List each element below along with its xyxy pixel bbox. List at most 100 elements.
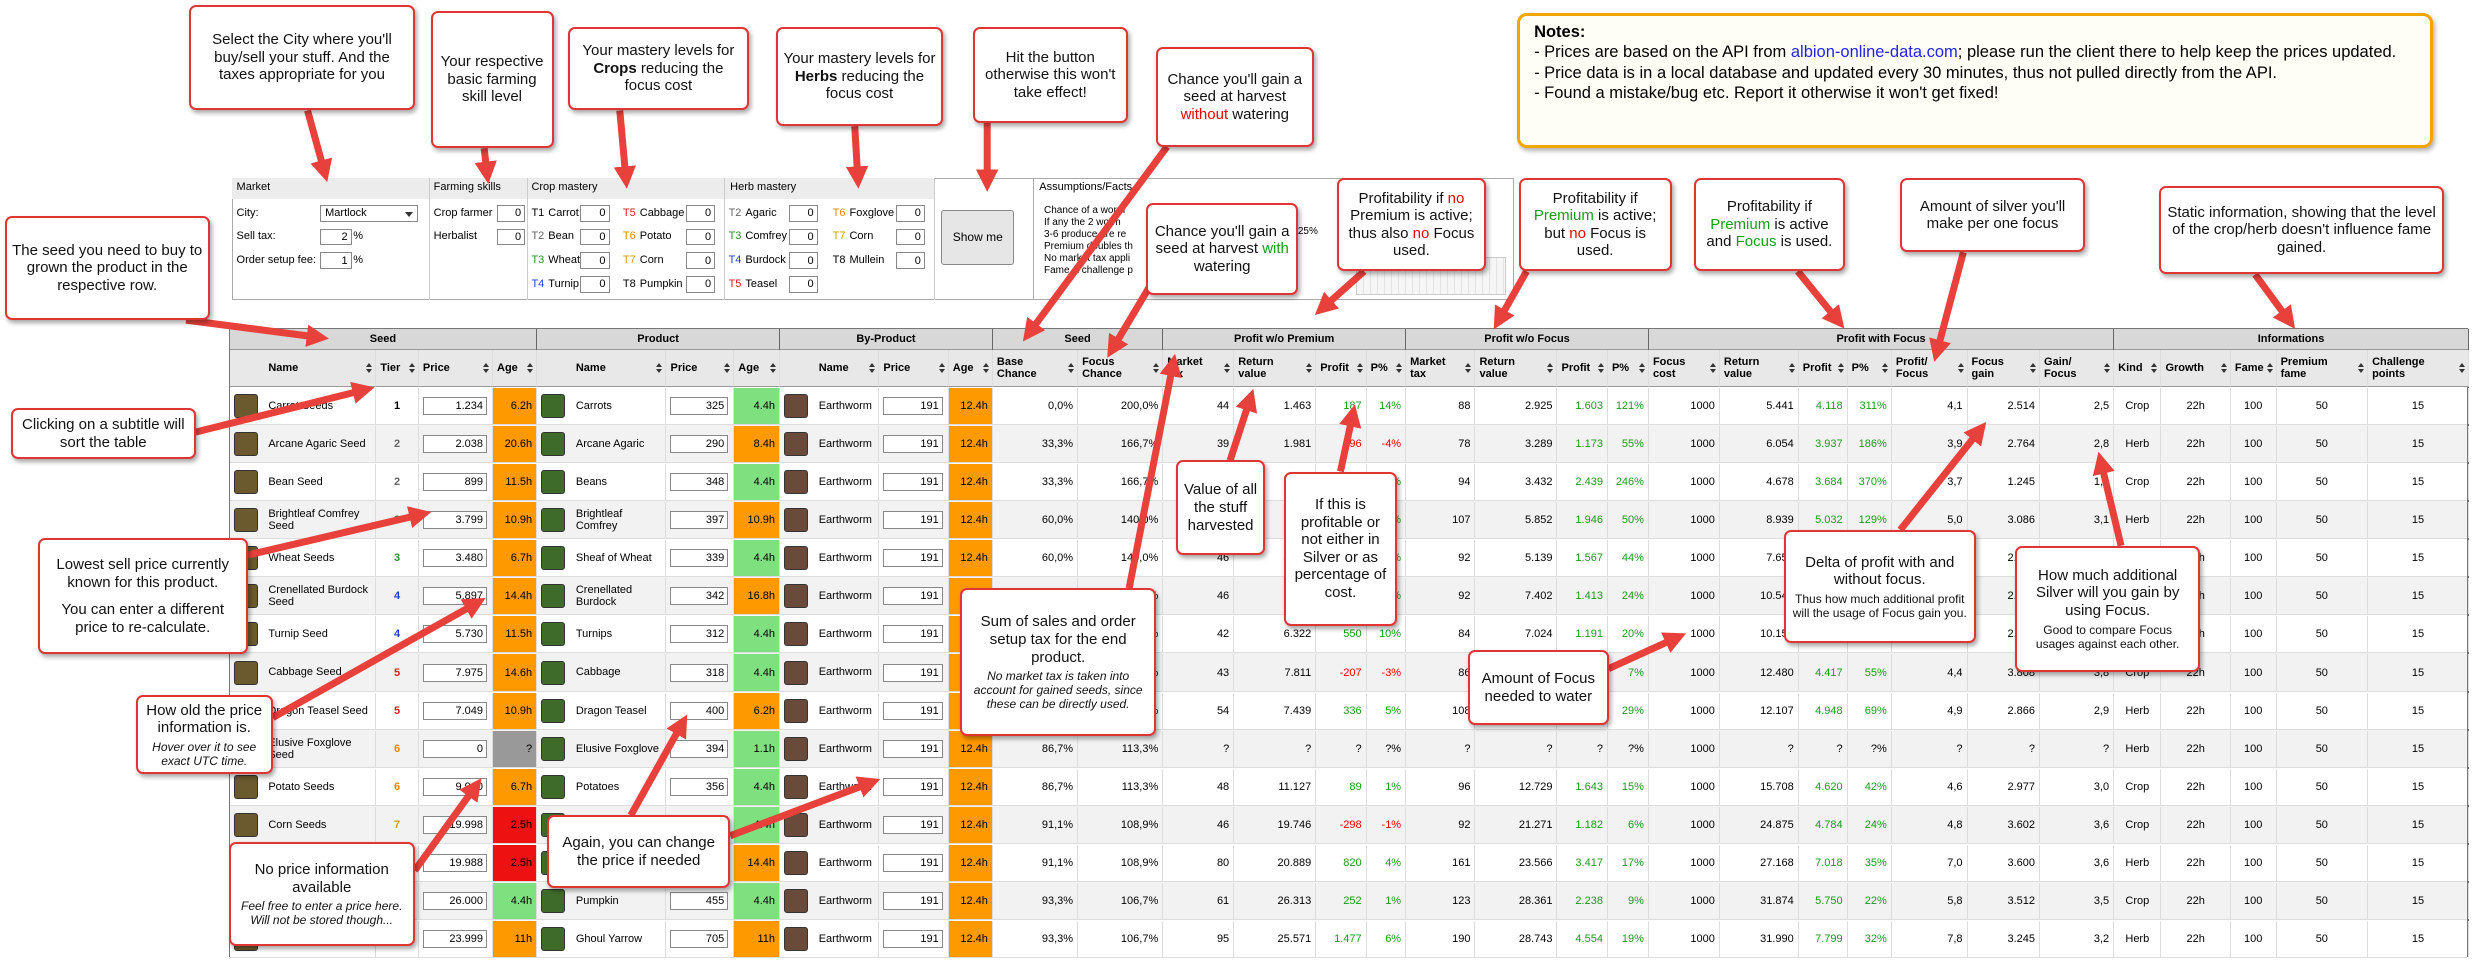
table-cell[interactable]: 394 xyxy=(666,730,735,767)
table-cell[interactable]: 400 xyxy=(666,692,735,729)
price-input[interactable]: 191 xyxy=(883,511,943,530)
table-cell[interactable]: 9.900 xyxy=(419,768,493,805)
column-header[interactable]: Profit xyxy=(1316,350,1367,388)
price-input[interactable]: 455 xyxy=(670,891,729,910)
column-header[interactable]: Age xyxy=(734,350,780,388)
column-header[interactable]: Price xyxy=(879,350,949,388)
number-input[interactable]: 0 xyxy=(895,252,925,269)
table-cell[interactable]: 5.730 xyxy=(419,616,493,653)
price-input[interactable]: 191 xyxy=(883,663,943,682)
table-cell[interactable]: 191 xyxy=(879,426,949,463)
table-cell[interactable]: 19.998 xyxy=(419,806,493,843)
price-input[interactable]: 19.988 xyxy=(422,853,487,872)
price-input[interactable]: 290 xyxy=(670,435,729,454)
number-input[interactable]: 0 xyxy=(580,252,610,269)
column-header[interactable]: P% xyxy=(1607,350,1649,388)
price-input[interactable]: 312 xyxy=(670,625,729,644)
price-input[interactable]: 899 xyxy=(422,473,487,492)
table-cell[interactable]: 397 xyxy=(666,502,735,539)
table-cell[interactable]: 191 xyxy=(879,806,949,843)
table-cell[interactable]: 7.049 xyxy=(419,692,493,729)
price-input[interactable]: 348 xyxy=(670,473,729,492)
number-input[interactable]: 0 xyxy=(895,205,925,222)
column-header[interactable]: Profit xyxy=(1798,350,1848,388)
price-input[interactable]: 191 xyxy=(883,473,943,492)
column-header[interactable]: Name xyxy=(571,350,667,388)
table-cell[interactable]: 0 xyxy=(419,730,493,767)
column-header[interactable]: Market tax xyxy=(1406,350,1476,388)
column-header[interactable]: Challenge points xyxy=(2368,350,2469,388)
number-input[interactable]: 0 xyxy=(788,275,818,293)
table-cell[interactable]: 191 xyxy=(879,920,949,957)
number-input[interactable]: 0 xyxy=(580,275,610,293)
table-cell[interactable]: 348 xyxy=(666,464,735,501)
price-input[interactable]: 191 xyxy=(883,853,943,872)
number-input[interactable]: 2 xyxy=(320,228,352,246)
column-header[interactable]: Price xyxy=(666,350,735,388)
column-header[interactable]: Kind xyxy=(2114,350,2162,388)
table-cell[interactable]: 191 xyxy=(879,502,949,539)
column-header[interactable]: Age xyxy=(948,350,993,388)
number-input[interactable]: 0 xyxy=(788,228,818,246)
column-header[interactable]: Profit/ Focus xyxy=(1891,350,1968,388)
column-header[interactable]: P% xyxy=(1847,350,1892,388)
price-input[interactable]: 191 xyxy=(883,739,943,758)
number-input[interactable]: 0 xyxy=(580,205,610,222)
price-input[interactable]: 191 xyxy=(883,435,943,454)
table-cell[interactable]: 342 xyxy=(666,578,735,615)
table-cell[interactable]: 191 xyxy=(879,768,949,805)
table-cell[interactable]: 19.988 xyxy=(419,844,493,881)
price-input[interactable]: 5.897 xyxy=(422,587,487,606)
column-header[interactable]: Base Chance xyxy=(992,350,1079,388)
column-header[interactable]: Return value xyxy=(1719,350,1799,388)
price-input[interactable]: 191 xyxy=(883,929,943,948)
number-input[interactable]: 0 xyxy=(685,252,716,269)
number-input[interactable]: 0 xyxy=(685,275,716,293)
table-cell[interactable]: 290 xyxy=(666,426,735,463)
number-input[interactable]: 0 xyxy=(895,228,925,246)
table-cell[interactable]: 1.234 xyxy=(419,388,493,425)
price-input[interactable]: 397 xyxy=(670,511,729,530)
table-cell[interactable]: 191 xyxy=(879,654,949,691)
table-cell[interactable]: 191 xyxy=(879,882,949,919)
number-input[interactable]: 0 xyxy=(788,205,818,222)
number-input[interactable]: 0 xyxy=(496,228,526,246)
table-cell[interactable]: 26.000 xyxy=(419,882,493,919)
column-header[interactable]: Focus cost xyxy=(1648,350,1720,388)
column-header[interactable]: Age xyxy=(493,350,538,388)
price-input[interactable]: 318 xyxy=(670,663,729,682)
table-cell[interactable]: 3.799 xyxy=(419,502,493,539)
table-cell[interactable]: 23.999 xyxy=(419,920,493,957)
table-cell[interactable]: 191 xyxy=(879,692,949,729)
price-input[interactable]: 7.049 xyxy=(422,701,487,720)
table-cell[interactable]: 705 xyxy=(666,920,735,957)
column-header[interactable]: Premium fame xyxy=(2276,350,2369,388)
price-input[interactable]: 26.000 xyxy=(422,891,487,910)
number-input[interactable]: 0 xyxy=(788,252,818,269)
note-link[interactable]: albion-online-data.com xyxy=(1790,43,1958,62)
price-input[interactable]: 191 xyxy=(883,549,943,568)
price-input[interactable]: 23.999 xyxy=(422,929,487,948)
table-cell[interactable]: 339 xyxy=(666,540,735,577)
column-header[interactable]: Focus Chance xyxy=(1078,350,1164,388)
table-cell[interactable]: 312 xyxy=(666,616,735,653)
price-input[interactable]: 3.480 xyxy=(422,549,487,568)
column-header[interactable]: Profit xyxy=(1557,350,1608,388)
table-cell[interactable]: 191 xyxy=(879,388,949,425)
table-cell[interactable]: 191 xyxy=(879,578,949,615)
table-cell[interactable]: 191 xyxy=(879,540,949,577)
table-cell[interactable]: 5.897 xyxy=(419,578,493,615)
table-cell[interactable]: 325 xyxy=(666,388,735,425)
column-header[interactable]: Name xyxy=(814,350,880,388)
table-cell[interactable]: 899 xyxy=(419,464,493,501)
column-header[interactable]: Tier xyxy=(376,350,419,388)
show-me-button[interactable]: Show me xyxy=(941,209,1014,265)
price-input[interactable]: 325 xyxy=(670,397,729,416)
number-input[interactable]: 0 xyxy=(685,205,716,222)
column-header[interactable]: Name xyxy=(264,350,377,388)
price-input[interactable]: 342 xyxy=(670,587,729,606)
price-input[interactable]: 705 xyxy=(670,929,729,948)
table-cell[interactable]: 318 xyxy=(666,654,735,691)
price-input[interactable]: 7.975 xyxy=(422,663,487,682)
column-header[interactable]: Price xyxy=(418,350,493,388)
